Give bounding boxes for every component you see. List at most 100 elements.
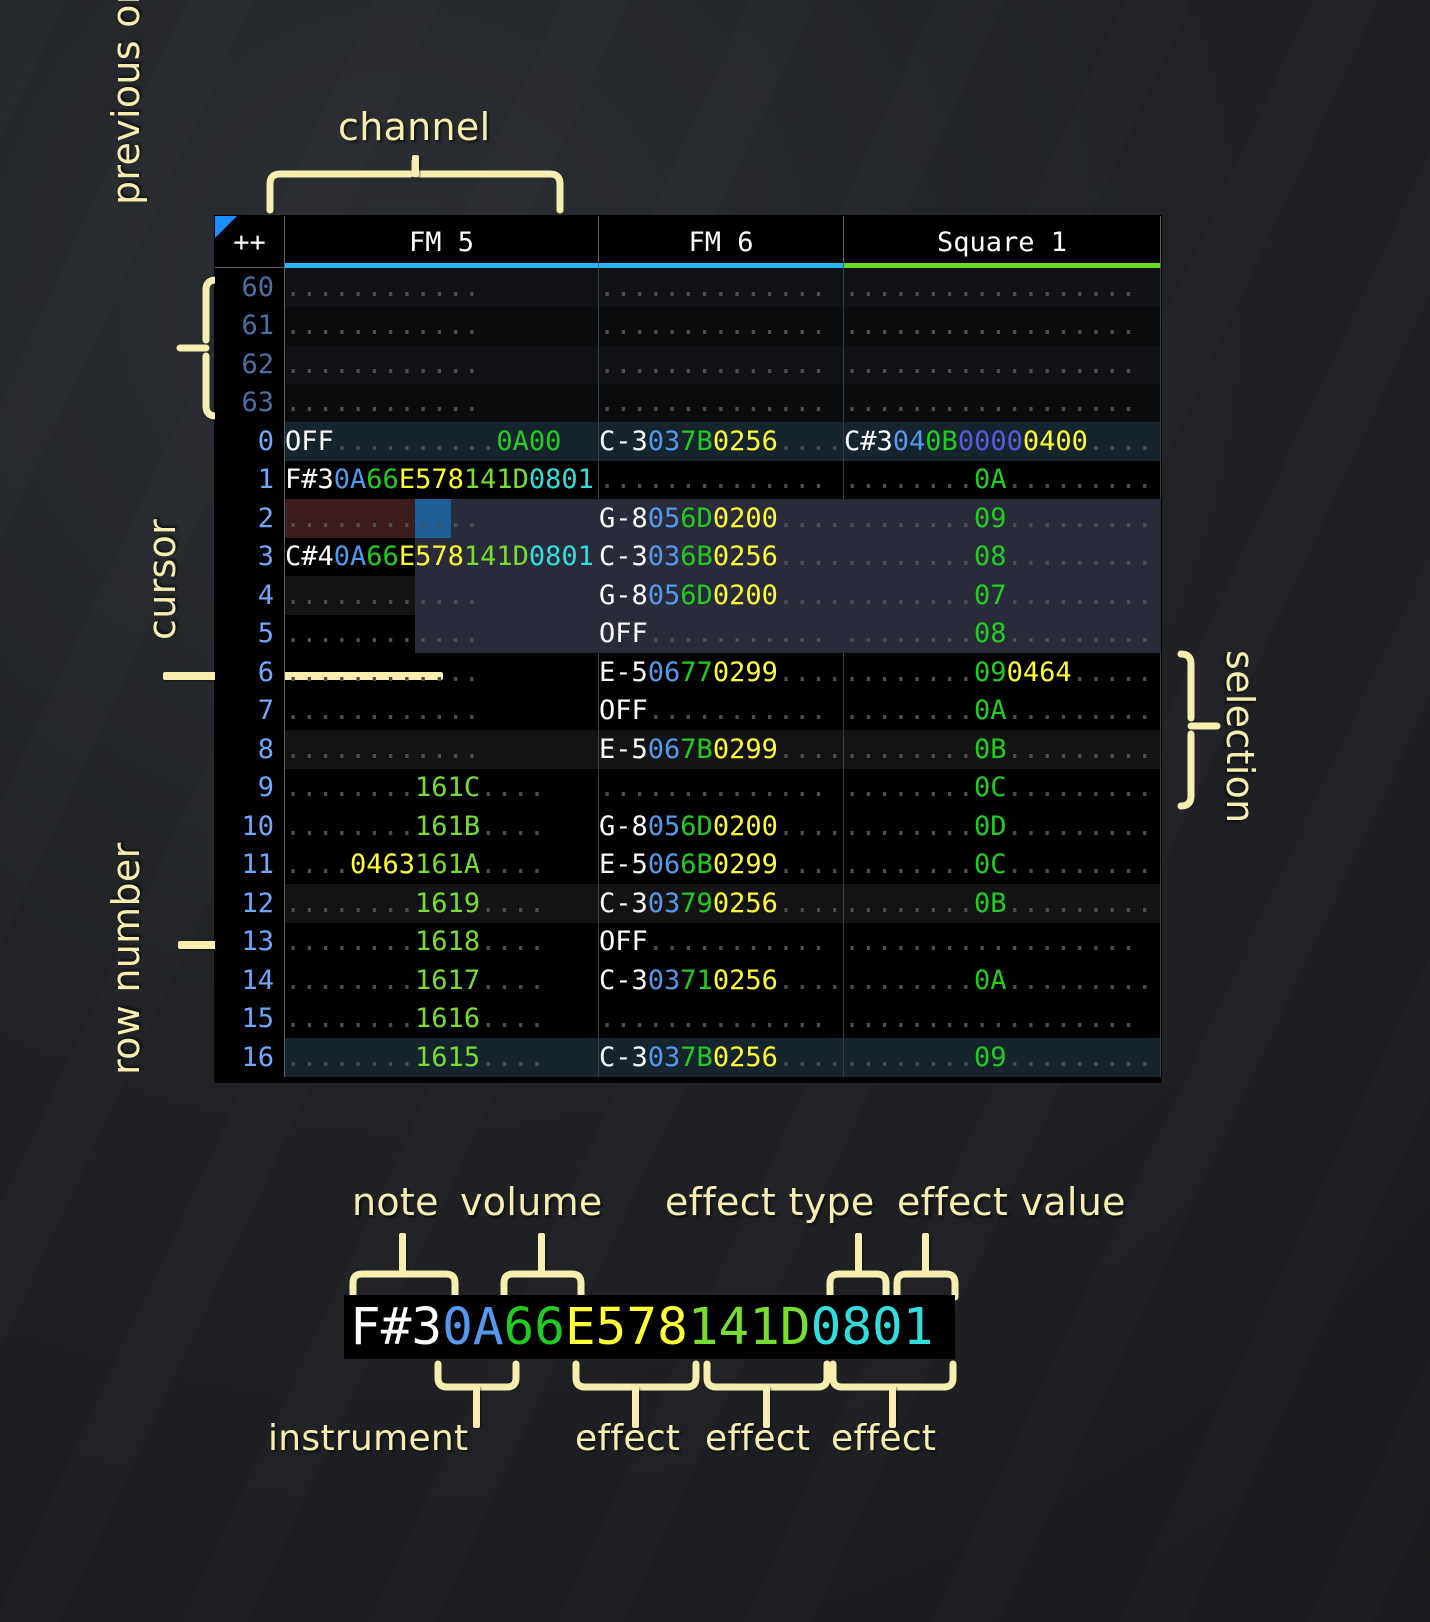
pattern-cell[interactable]: OFF........... bbox=[599, 922, 844, 961]
pattern-cell[interactable]: C-3037B0256.... bbox=[599, 422, 844, 461]
channel-header-fm-5[interactable]: FM 5 bbox=[285, 216, 599, 268]
pattern-cell[interactable]: E-506770299.... bbox=[599, 653, 844, 692]
pattern-row[interactable]: 14 ........1617.... C-303710256...........… bbox=[215, 961, 1161, 1000]
row-cells[interactable]: ........................................… bbox=[285, 383, 1161, 422]
pattern-cell[interactable]: ........0B......... bbox=[844, 884, 1161, 923]
pattern-cell[interactable]: ........0D......... bbox=[844, 807, 1161, 846]
pattern-cell[interactable]: ............ bbox=[285, 653, 599, 692]
pattern-cell[interactable]: C-303790256.... bbox=[599, 884, 844, 923]
pattern-editor[interactable]: ++ FM 5 FM 6 Square 1 60................… bbox=[215, 216, 1161, 1082]
pattern-cell[interactable]: C#40A66E578141D0801 bbox=[285, 537, 599, 576]
pattern-cell[interactable]: OFF..........0A00 bbox=[285, 422, 599, 461]
pattern-cell[interactable]: G-8056D0200.... bbox=[599, 499, 844, 538]
pattern-row[interactable]: 2............ G-8056D0200.... ........09..… bbox=[215, 499, 1161, 538]
pattern-cell[interactable]: ............ bbox=[285, 691, 599, 730]
pattern-cell[interactable]: ........161C.... bbox=[285, 768, 599, 807]
pattern-cell[interactable]: .................. bbox=[844, 306, 1161, 345]
pattern-cell[interactable]: ........1618.... bbox=[285, 922, 599, 961]
pattern-cell[interactable]: .............. bbox=[599, 768, 844, 807]
pattern-row[interactable]: 61......................................… bbox=[215, 306, 1161, 345]
row-cells[interactable]: ............ G-8056D0200.... ........09...… bbox=[285, 499, 1161, 538]
pattern-cell[interactable]: ........0A......... bbox=[844, 691, 1161, 730]
pattern-cell[interactable]: C-3036B0256.... bbox=[599, 537, 844, 576]
pattern-cell[interactable]: ........1619.... bbox=[285, 884, 599, 923]
pattern-row[interactable]: 60......................................… bbox=[215, 268, 1161, 307]
channel-header-fm-6[interactable]: FM 6 bbox=[599, 216, 844, 268]
pattern-cell[interactable]: ............ bbox=[285, 576, 599, 615]
row-cells[interactable]: ........................................… bbox=[285, 268, 1161, 307]
pattern-cell[interactable]: ........0C......... bbox=[844, 768, 1161, 807]
pattern-cell[interactable]: .................. bbox=[844, 268, 1161, 307]
pattern-cell[interactable]: .............. bbox=[599, 999, 844, 1038]
pattern-cell[interactable]: .................. bbox=[844, 383, 1161, 422]
row-cells[interactable]: ............ OFF........... ........08....… bbox=[285, 614, 1161, 653]
pattern-cell[interactable]: ........08......... bbox=[844, 614, 1161, 653]
pattern-cell[interactable]: ........161B.... bbox=[285, 807, 599, 846]
row-cells[interactable]: ............ E-5067B0299.... ........0B...… bbox=[285, 730, 1161, 769]
pattern-cell[interactable]: ........07......... bbox=[844, 576, 1161, 615]
pattern-cell[interactable]: .................. bbox=[844, 345, 1161, 384]
pattern-cell[interactable]: C#3040B00000400.... bbox=[844, 422, 1161, 461]
pattern-row[interactable]: 63......................................… bbox=[215, 383, 1161, 422]
pattern-row[interactable]: 3 C#40A66E578141D0801 C-3036B0256.........… bbox=[215, 537, 1161, 576]
pattern-cell[interactable]: ............ bbox=[285, 383, 599, 422]
row-cells[interactable]: ............ OFF........... ........0A....… bbox=[285, 691, 1161, 730]
pattern-cell[interactable]: G-8056D0200.... bbox=[599, 576, 844, 615]
row-cells[interactable]: ........1619.... C-303790256.... ........0… bbox=[285, 884, 1161, 923]
pattern-cell[interactable]: F#30A66E578141D0801 bbox=[285, 460, 599, 499]
pattern-cell[interactable]: ........1616.... bbox=[285, 999, 599, 1038]
pattern-row[interactable]: 4............ G-8056D0200.... ........07..… bbox=[215, 576, 1161, 615]
pattern-row[interactable]: 5............ OFF........... ........08...… bbox=[215, 614, 1161, 653]
row-cells[interactable]: ............ G-8056D0200.... ........07...… bbox=[285, 576, 1161, 615]
pattern-cell[interactable]: ........1615.... bbox=[285, 1038, 599, 1077]
rownumber-header-cell[interactable]: ++ bbox=[215, 216, 285, 268]
pattern-cell[interactable]: ............ bbox=[285, 345, 599, 384]
pattern-cell[interactable]: ........09......... bbox=[844, 1038, 1161, 1077]
pattern-cell[interactable]: ........0A......... bbox=[844, 460, 1161, 499]
pattern-row[interactable]: 9 ........161C.................. ........0… bbox=[215, 768, 1161, 807]
row-cells[interactable]: ....0463161A.... E-5066B0299.... ........0… bbox=[285, 845, 1161, 884]
pattern-cell[interactable]: .................. bbox=[844, 999, 1161, 1038]
pattern-cell[interactable]: .................. bbox=[844, 922, 1161, 961]
row-cells[interactable]: ........1617.... C-303710256.... ........0… bbox=[285, 961, 1161, 1000]
pattern-row[interactable]: 12 ........1619.... C-303790256...........… bbox=[215, 884, 1161, 923]
pattern-cell[interactable]: ............ bbox=[285, 268, 599, 307]
pattern-cell[interactable]: .............. bbox=[599, 460, 844, 499]
pattern-cell[interactable]: ............ bbox=[285, 614, 599, 653]
row-cells[interactable]: F#30A66E578141D0801.....................… bbox=[285, 460, 1161, 499]
pattern-cell[interactable]: ............ bbox=[285, 730, 599, 769]
pattern-cell[interactable]: ........0B......... bbox=[844, 730, 1161, 769]
pattern-cell[interactable]: ........0C......... bbox=[844, 845, 1161, 884]
row-cells[interactable]: OFF..........0A00 C-3037B0256.... C#3040B0… bbox=[285, 422, 1161, 461]
pattern-row[interactable]: 11 ....0463161A.... E-5066B0299...........… bbox=[215, 845, 1161, 884]
pattern-row[interactable]: 15 ........1616..........................… bbox=[215, 999, 1161, 1038]
pattern-rows[interactable]: 60......................................… bbox=[215, 268, 1161, 1077]
pattern-cell[interactable]: ........090464..... bbox=[844, 653, 1161, 692]
row-cells[interactable]: ........161B.... G-8056D0200.... ........0… bbox=[285, 807, 1161, 846]
row-cells[interactable]: ........1618.... OFF.....................… bbox=[285, 922, 1161, 961]
row-cells[interactable]: C#40A66E578141D0801 C-3036B0256..........… bbox=[285, 537, 1161, 576]
channel-header-square-1[interactable]: Square 1 bbox=[844, 216, 1161, 268]
pattern-cell[interactable]: C-303710256.... bbox=[599, 961, 844, 1000]
row-cells[interactable]: ............ E-506770299.... ........09046… bbox=[285, 653, 1161, 692]
pattern-cell[interactable]: .............. bbox=[599, 306, 844, 345]
pattern-row[interactable]: 10 ........161B.... G-8056D0200...........… bbox=[215, 807, 1161, 846]
row-cells[interactable]: ........................................… bbox=[285, 345, 1161, 384]
pattern-cell[interactable]: .............. bbox=[599, 345, 844, 384]
pattern-row[interactable]: 16 ........1615.... C-3037B0256...........… bbox=[215, 1038, 1161, 1077]
pattern-cell[interactable]: .............. bbox=[599, 383, 844, 422]
pattern-cell[interactable]: ............ bbox=[285, 499, 599, 538]
pattern-row[interactable]: 6............ E-506770299.... ........0904… bbox=[215, 653, 1161, 692]
pattern-cell[interactable]: E-5066B0299.... bbox=[599, 845, 844, 884]
pattern-cell[interactable]: C-3037B0256.... bbox=[599, 1038, 844, 1077]
row-cells[interactable]: ........................................… bbox=[285, 306, 1161, 345]
pattern-cell[interactable]: .............. bbox=[599, 268, 844, 307]
pattern-cell[interactable]: OFF........... bbox=[599, 614, 844, 653]
pattern-cell[interactable]: ............ bbox=[285, 306, 599, 345]
row-cells[interactable]: ........161C.................. ........0C… bbox=[285, 768, 1161, 807]
pattern-cell[interactable]: ........08......... bbox=[844, 537, 1161, 576]
pattern-cell[interactable]: OFF........... bbox=[599, 691, 844, 730]
row-cells[interactable]: ........1616............................… bbox=[285, 999, 1161, 1038]
pattern-cell[interactable]: E-5067B0299.... bbox=[599, 730, 844, 769]
pattern-row[interactable]: 0 OFF..........0A00 C-3037B0256.... C#3040B… bbox=[215, 422, 1161, 461]
